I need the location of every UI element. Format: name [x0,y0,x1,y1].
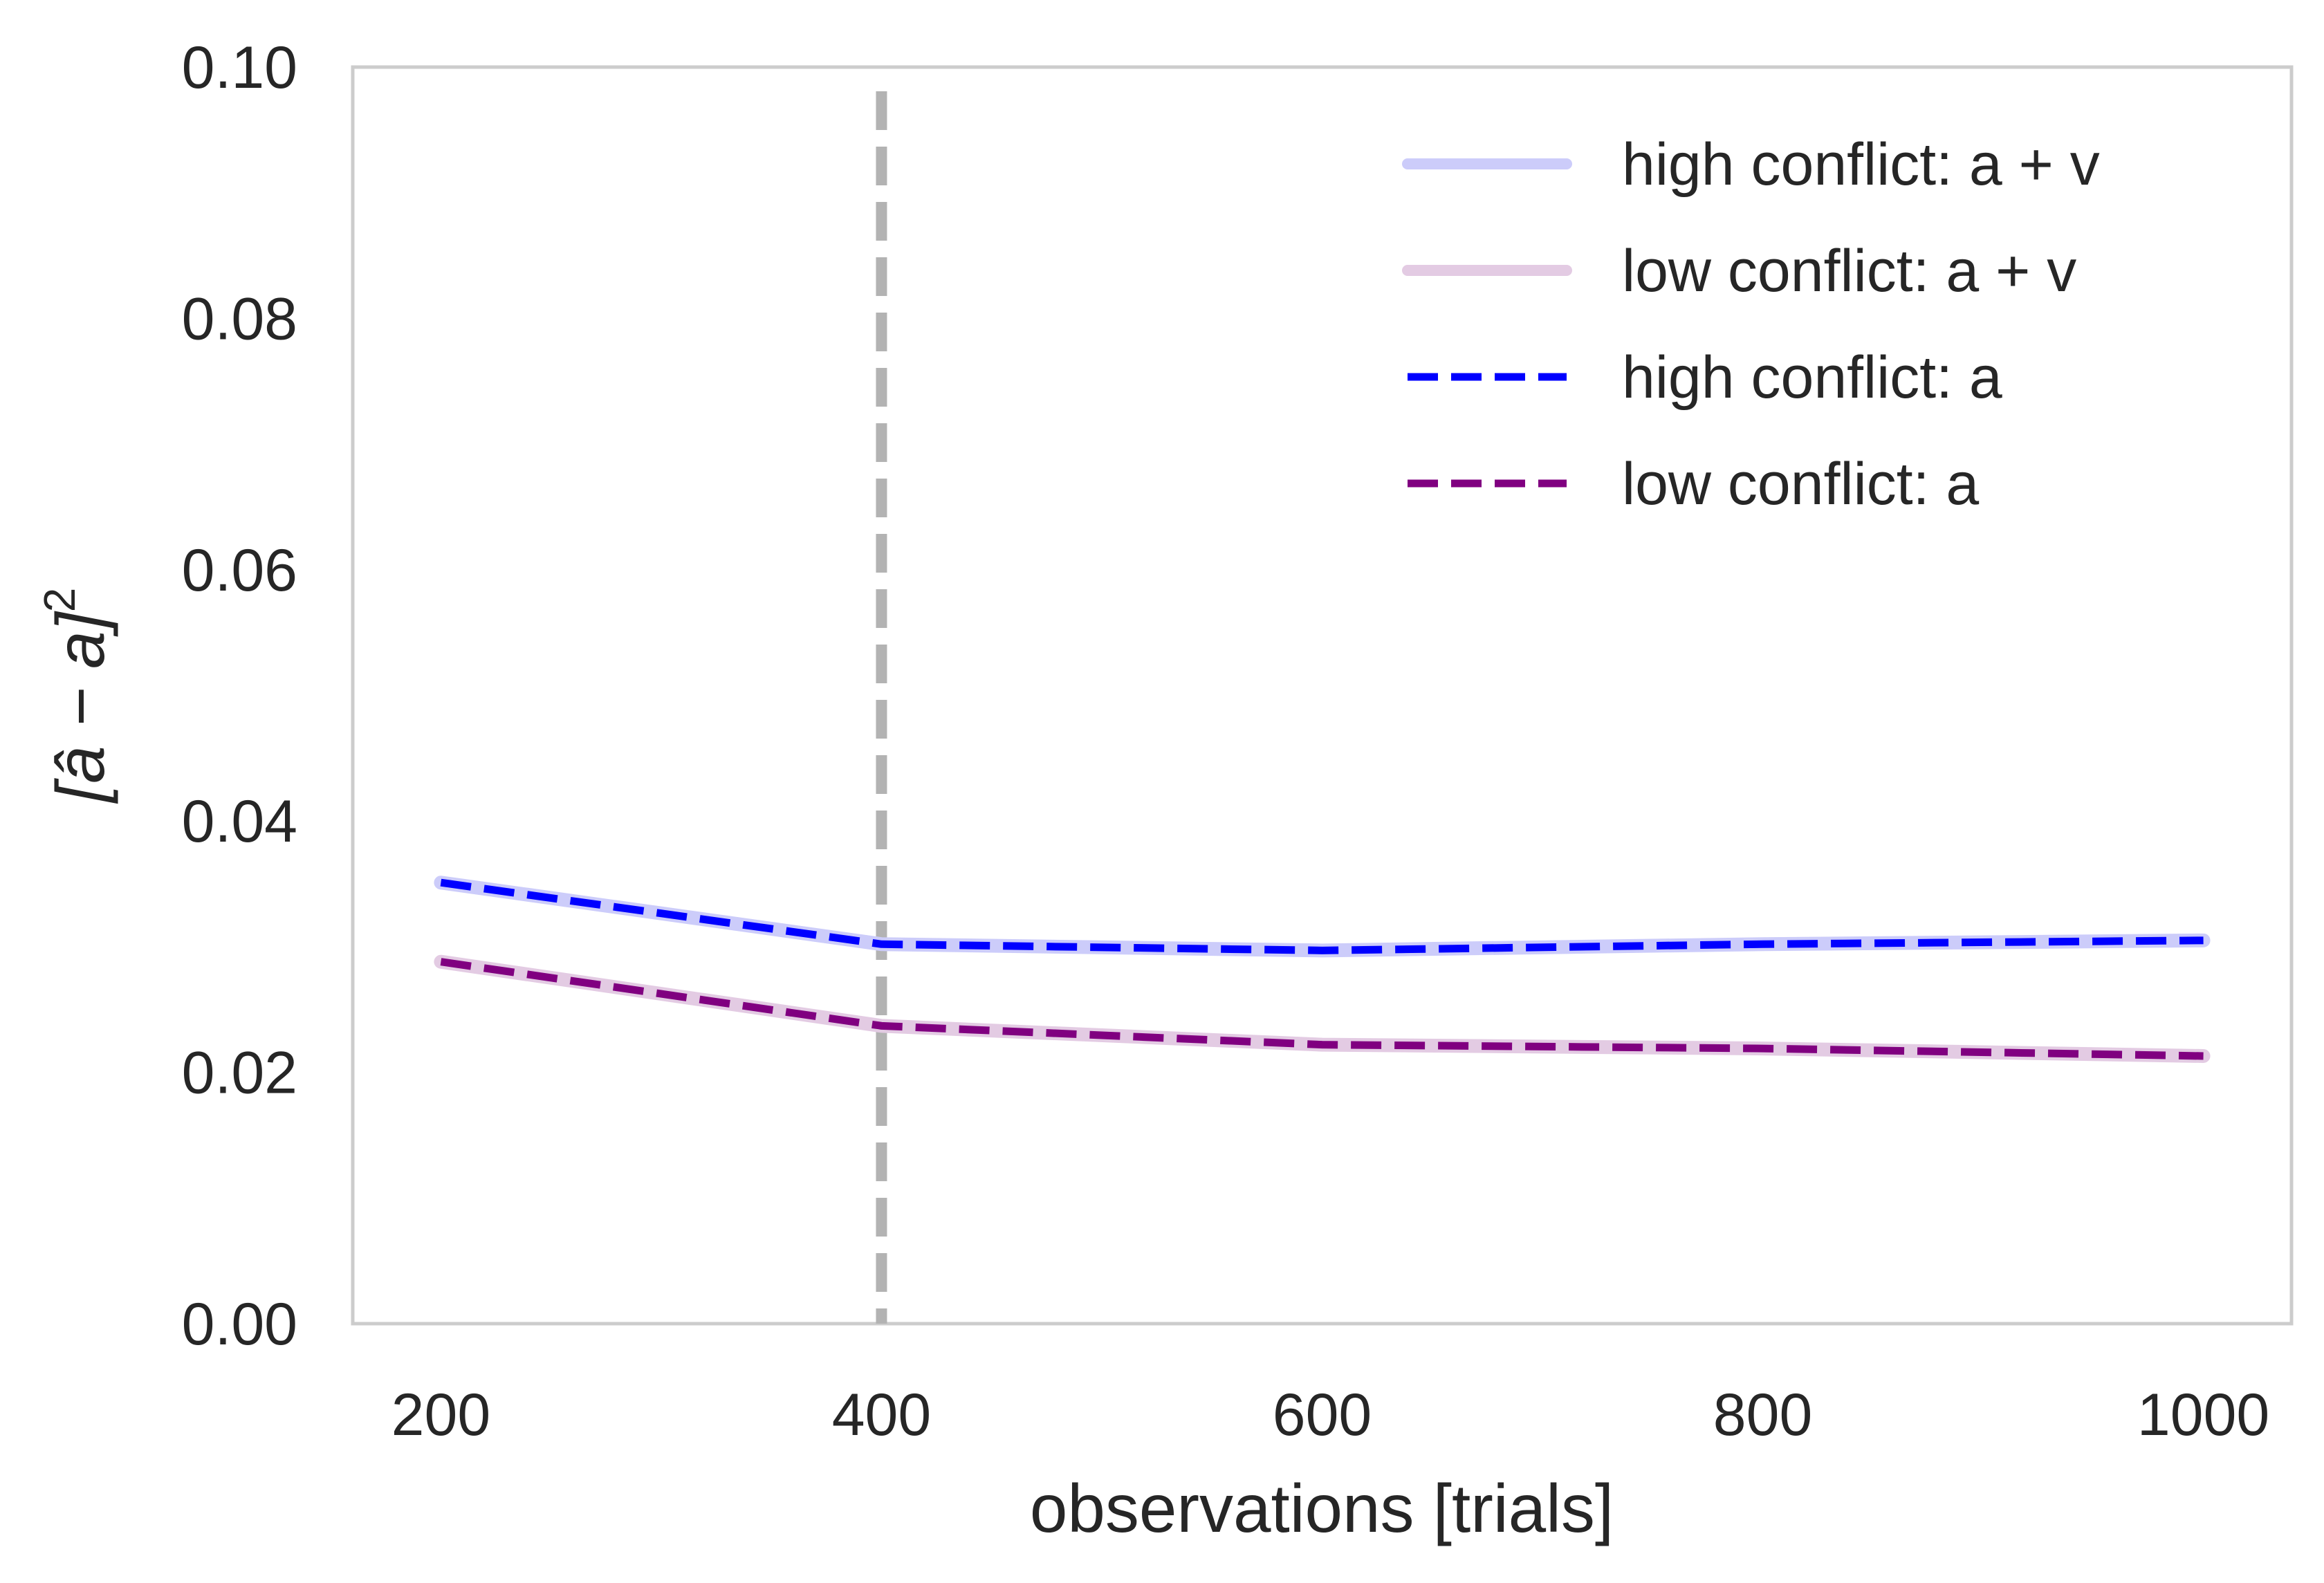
legend-label-0: high conflict: a + v [1622,131,2100,198]
y-tick-label: 0.02 [182,1040,297,1107]
x-tick-label: 800 [1713,1382,1813,1448]
legend-label-3: low conflict: a [1622,451,1979,517]
y-tick-label: 0.10 [182,35,297,101]
y-tick-label: 0.06 [182,537,297,604]
legend-label-1: low conflict: a + v [1622,238,2076,304]
y-axis-label: [â − a]2 [35,588,118,804]
x-tick-label: 600 [1273,1382,1372,1448]
x-axis-label: observations [trials] [1030,1470,1614,1546]
x-tick-labels: 200 400 600 800 1000 [391,1382,2270,1448]
series-layer [434,876,2211,1063]
y-tick-labels: 0.00 0.02 0.04 0.06 0.08 0.10 [182,35,297,1358]
y-axis-label-group: [â − a]2 [35,588,118,804]
plot-area [351,65,2294,1326]
legend: high conflict: a + v low conflict: a + v h… [1402,131,2100,517]
y-tick-label: 0.04 [182,788,297,855]
x-tick-label: 400 [832,1382,932,1448]
y-axis-label-text: [â − a] [42,610,118,804]
legend-label-2: high conflict: a [1622,344,2002,411]
series-line-3 [440,958,2204,1060]
y-axis-label-superscript: 2 [35,588,84,613]
y-tick-label: 0.00 [182,1291,297,1358]
series-line-2 [440,878,2204,954]
y-tick-label: 0.08 [182,286,297,352]
x-tick-label: 200 [391,1382,491,1448]
x-tick-label: 1000 [2137,1382,2269,1448]
